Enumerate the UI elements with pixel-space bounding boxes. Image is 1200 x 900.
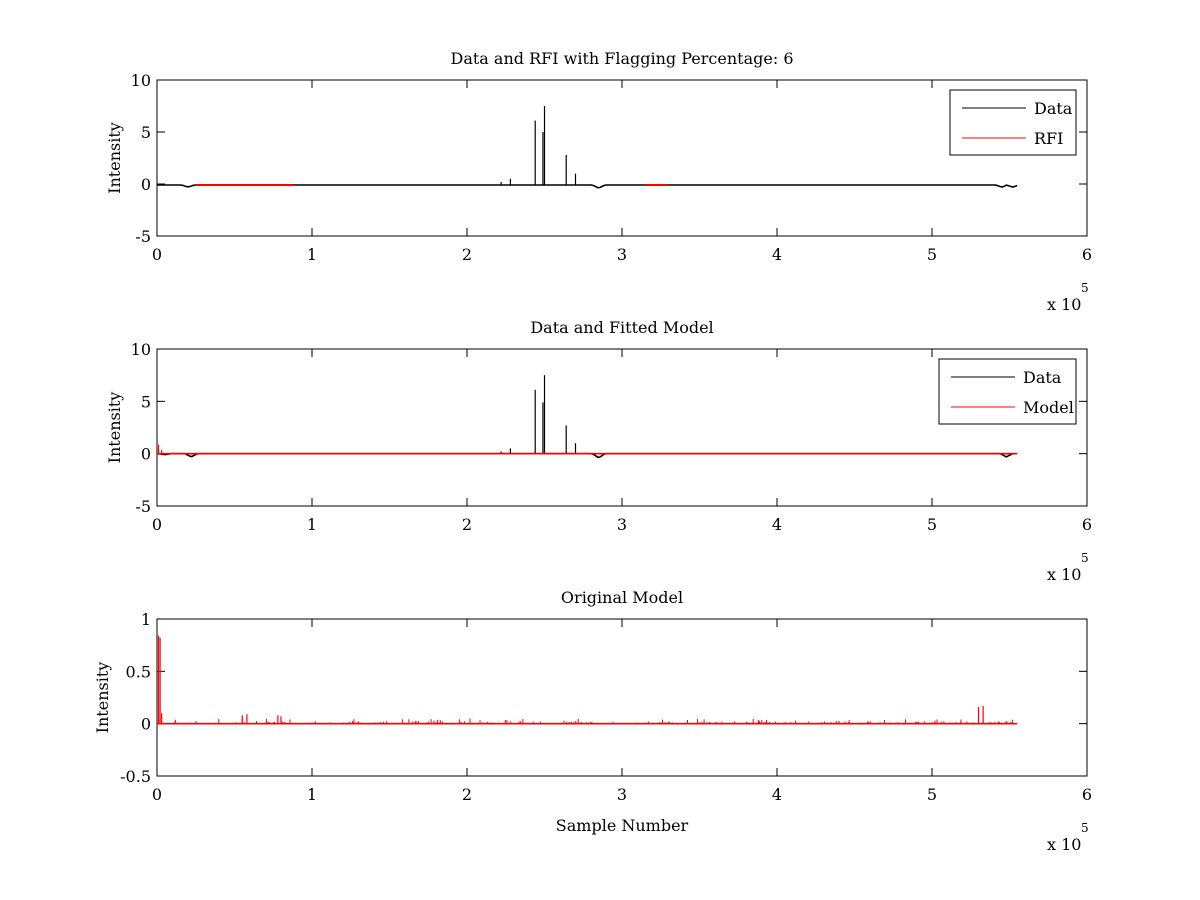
x-tick-label: 1	[307, 785, 317, 804]
series-model	[157, 635, 1018, 725]
series-trace	[157, 184, 1018, 189]
x-tick-label: 5	[927, 785, 937, 804]
chart-title: Data and RFI with Flagging Percentage: 6	[450, 49, 793, 68]
y-tick-label: -0.5	[120, 767, 151, 786]
y-tick-label: -5	[135, 497, 151, 516]
x-tick-label: 0	[152, 245, 162, 264]
x-tick-label: 4	[772, 515, 782, 534]
chart-title: Original Model	[561, 588, 683, 607]
subplot-original-model: Original Model Intensity Sample Number 0 1 2 3…	[93, 588, 1092, 854]
y-tick-label: 1	[141, 610, 151, 629]
x-tick-label: 3	[617, 515, 627, 534]
legend-box	[949, 89, 1077, 156]
y-tick-label: 10	[131, 340, 151, 359]
y-tick-label: 0.5	[126, 662, 151, 681]
y-axis-label: Intensity	[93, 662, 112, 734]
series-model	[157, 444, 1018, 455]
x-tick-label: 4	[772, 785, 782, 804]
y-tick-label: -5	[135, 227, 151, 246]
y-tick-label: 10	[131, 71, 151, 90]
y-tick-label: 0	[141, 445, 151, 464]
x-tick-label: 3	[617, 245, 627, 264]
subplot-data-and-rfi: Data and RFI with Flagging Percentage: 6…	[105, 49, 1092, 314]
legend-label: RFI	[1034, 129, 1063, 148]
x-multiplier: x 10	[1047, 295, 1081, 314]
legend: Data Model	[938, 358, 1077, 425]
x-multiplier: x 10	[1047, 565, 1081, 584]
x-tick-label: 2	[462, 245, 472, 264]
legend-label: Model	[1023, 398, 1074, 417]
x-exponent: 5	[1081, 821, 1089, 835]
x-tick-label: 4	[772, 245, 782, 264]
x-exponent: 5	[1081, 281, 1089, 295]
y-axis-label: Intensity	[105, 392, 124, 464]
x-tick-label: 2	[462, 515, 472, 534]
chart-title: Data and Fitted Model	[530, 318, 713, 337]
y-tick-label: 0	[141, 715, 151, 734]
x-multiplier: x 10	[1047, 835, 1081, 854]
x-tick-label: 2	[462, 785, 472, 804]
x-tick-label: 6	[1082, 245, 1092, 264]
x-tick-label: 1	[307, 245, 317, 264]
x-tick-label: 6	[1082, 785, 1092, 804]
y-tick-label: 5	[141, 392, 151, 411]
x-tick-label: 0	[152, 785, 162, 804]
x-axis-label: Sample Number	[556, 816, 689, 835]
series-data	[157, 106, 1018, 189]
x-tick-label: 1	[307, 515, 317, 534]
legend: Data RFI	[949, 89, 1077, 156]
legend-box	[938, 358, 1077, 425]
x-exponent: 5	[1081, 551, 1089, 565]
series-data	[156, 375, 1018, 459]
x-tick-label: 3	[617, 785, 627, 804]
axes-box	[156, 79, 1088, 237]
x-tick-label: 6	[1082, 515, 1092, 534]
x-tick-label: 0	[152, 515, 162, 534]
legend-label: Data	[1023, 368, 1062, 387]
y-tick-label: 0	[141, 175, 151, 194]
x-tick-label: 5	[927, 515, 937, 534]
y-axis-label: Intensity	[105, 122, 124, 194]
y-tick-label: 5	[141, 123, 151, 142]
x-tick-label: 5	[927, 245, 937, 264]
legend-label: Data	[1034, 99, 1073, 118]
axes-box	[156, 618, 1088, 777]
